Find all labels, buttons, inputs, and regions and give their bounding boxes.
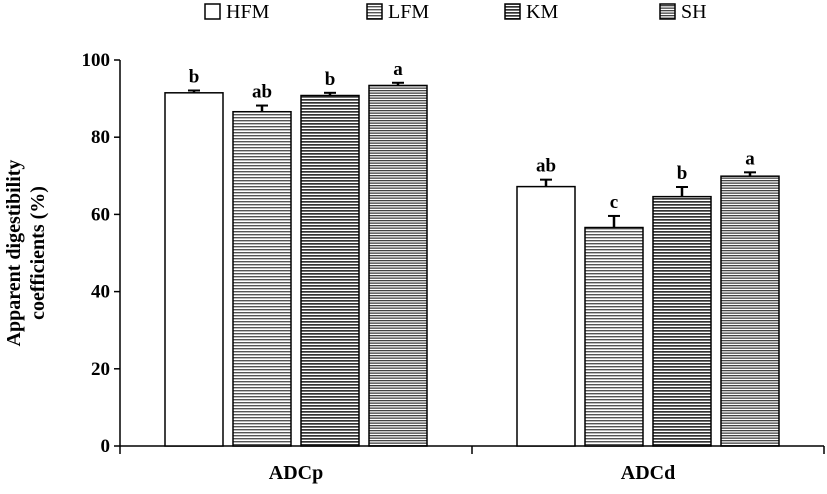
legend-swatch <box>366 3 383 20</box>
bar <box>164 92 224 447</box>
legend-swatch <box>204 3 221 20</box>
legend: HFM LFM KM SH <box>204 1 707 23</box>
bar <box>368 84 428 447</box>
bar <box>652 195 712 447</box>
x-category-label: ADCp <box>269 462 323 484</box>
significance-label: b <box>189 66 200 87</box>
legend-label: SH <box>681 1 707 23</box>
y-tick-label: 40 <box>91 282 110 303</box>
y-tick-label: 0 <box>101 436 111 457</box>
bar <box>516 185 576 447</box>
legend-label: HFM <box>226 1 270 23</box>
significance-label: c <box>610 192 618 213</box>
y-axis-title-line: Apparent digestibility <box>3 160 25 347</box>
legend-swatch <box>659 3 676 20</box>
bar <box>720 175 780 447</box>
y-axis-title-line: coefficients (%) <box>27 186 49 320</box>
y-tick-label: 100 <box>82 50 111 71</box>
y-tick-label: 20 <box>91 359 110 380</box>
bar <box>584 226 644 447</box>
y-axis: 0 20 40 60 80 100 <box>82 50 121 457</box>
x-axis: ADCp ADCd <box>119 445 825 484</box>
x-category-label: ADCd <box>621 462 675 484</box>
bar <box>300 94 360 447</box>
significance-label: a <box>393 59 403 80</box>
legend-swatch <box>504 3 521 20</box>
significance-label: a <box>745 148 755 169</box>
y-tick-label: 60 <box>91 204 110 225</box>
significance-label: ab <box>252 82 272 103</box>
y-tick-label: 80 <box>91 127 110 148</box>
legend-label: KM <box>526 1 558 23</box>
significance-label: b <box>325 69 336 90</box>
y-axis-title: Apparent digestibility coefficients (%) <box>3 160 49 347</box>
legend-label: LFM <box>388 1 429 23</box>
bar <box>232 110 292 447</box>
significance-label: b <box>677 163 688 184</box>
bars: b ab b a ab c b a <box>164 59 780 447</box>
significance-label: ab <box>536 156 556 177</box>
